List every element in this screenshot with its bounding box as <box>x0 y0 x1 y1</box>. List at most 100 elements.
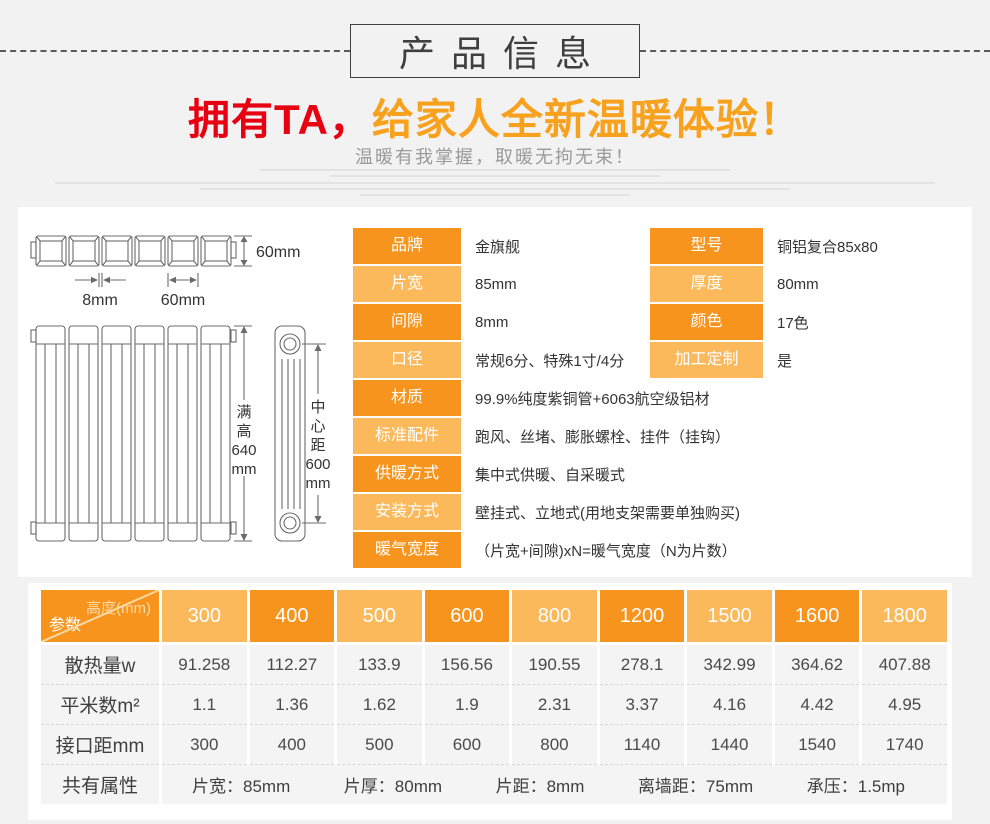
dim-center-distance-label: 中 心 距 600 mm <box>305 399 331 492</box>
cell: 1540 <box>774 725 860 765</box>
row-label: 接口距mm <box>41 725 159 765</box>
page-title: 产品信息 <box>350 24 640 78</box>
spec-label: 间隙 <box>353 304 461 340</box>
table-header-row: 高度(mm) 参数 300 400 500 600 800 1200 1500 … <box>41 590 947 645</box>
column-header: 1500 <box>687 590 772 645</box>
table-row: 散热量w 91.258 112.27 133.9 156.56 190.55 2… <box>41 645 947 685</box>
spec-label: 材质 <box>353 380 461 416</box>
cell: 133.9 <box>337 645 422 685</box>
column-header: 800 <box>512 590 597 645</box>
subtitle: 温暖有我掌握，取暖无拘无束！ <box>355 147 635 167</box>
dim-full-height-label: 满 高 640 mm <box>231 404 257 478</box>
shared-properties-row: 共有属性 片宽：85mm 片厚：80mm 片距：8mm 离墙距：75mm 承压：… <box>41 765 947 804</box>
spec-value: 85mm <box>475 275 517 293</box>
radiator-side-view <box>274 325 326 542</box>
cell: 300 <box>162 725 247 765</box>
spec-value: （片宽+间隙)xN=暖气宽度（N为片数） <box>475 542 737 560</box>
cell: 4.16 <box>687 685 772 725</box>
column-header: 600 <box>424 590 510 645</box>
corner-param-label: 参数 <box>49 617 82 634</box>
radiator-drawing: 60mm 8mm 60mm <box>30 235 326 542</box>
shared-properties-cell: 片宽：85mm 片厚：80mm 片距：8mm 离墙距：75mm 承压：1.5mp <box>162 765 947 804</box>
spec-label: 型号 <box>650 228 763 264</box>
section-title-row: 产品信息 <box>0 23 990 79</box>
cell: 342.99 <box>687 645 772 685</box>
row-label: 平米数m² <box>41 685 159 725</box>
dim-60mm-depth: 60mm <box>256 244 300 261</box>
spec-label: 品牌 <box>353 228 461 264</box>
cell: 1440 <box>687 725 772 765</box>
cell: 500 <box>337 725 422 765</box>
cell: 112.27 <box>249 645 335 685</box>
spec-value: 8mm <box>475 313 509 331</box>
spec-label: 颜色 <box>650 304 763 340</box>
cell: 800 <box>512 725 597 765</box>
spec-card: 60mm 8mm 60mm <box>18 207 972 577</box>
headline-orange-part: 给家人全新温暖体验！ <box>371 96 802 143</box>
spec-row: 安装方式 壁挂式、立地式(用地支架需要单独购买) <box>353 494 967 530</box>
cell: 156.56 <box>424 645 510 685</box>
column-header: 500 <box>337 590 422 645</box>
watermark-line <box>55 182 935 184</box>
dimension-diagrams: 60mm 8mm 60mm <box>30 223 365 563</box>
column-header: 1600 <box>774 590 860 645</box>
spec-value: 80mm <box>777 275 819 293</box>
watermark-line <box>360 194 630 196</box>
cell: 400 <box>249 725 335 765</box>
cell: 1.1 <box>162 685 247 725</box>
spec-row: 间隙 8mm 颜色 17色 <box>353 304 967 340</box>
cell: 364.62 <box>774 645 860 685</box>
cell: 91.258 <box>162 645 247 685</box>
spec-row: 片宽 85mm 厚度 80mm <box>353 266 967 302</box>
spec-label: 安装方式 <box>353 494 461 530</box>
spec-label: 暖气宽度 <box>353 532 461 568</box>
row-label: 散热量w <box>41 645 159 685</box>
cell: 407.88 <box>862 645 947 685</box>
spec-value: 集中式供暖、自采暖式 <box>475 466 626 484</box>
cell: 1140 <box>599 725 685 765</box>
spec-value: 99.9%纯度紫铜管+6063航空级铝材 <box>475 390 710 408</box>
spec-row: 材质 99.9%纯度紫铜管+6063航空级铝材 <box>353 380 967 416</box>
spec-row: 标准配件 跑风、丝堵、膨胀螺栓、挂件（挂钩） <box>353 418 967 454</box>
cell: 3.37 <box>599 685 685 725</box>
dashed-divider-left <box>0 50 350 52</box>
column-header: 300 <box>162 590 247 645</box>
spec-row: 品牌 金旗舰 型号 铜铝复合85x80 <box>353 228 967 264</box>
shared-item: 离墙距：75mm <box>637 777 754 796</box>
dashed-divider-right <box>640 50 990 52</box>
parameters-panel: 高度(mm) 参数 300 400 500 600 800 1200 1500 … <box>28 583 952 820</box>
column-header: 400 <box>249 590 335 645</box>
headline-red-part: 拥有TA， <box>188 96 372 143</box>
cell: 600 <box>424 725 510 765</box>
cell: 2.31 <box>512 685 597 725</box>
spec-row: 供暖方式 集中式供暖、自采暖式 <box>353 456 967 492</box>
headline: 拥有TA，给家人全新温暖体验！ <box>0 86 990 147</box>
table-corner-cell: 高度(mm) 参数 <box>41 590 159 645</box>
spec-value: 跑风、丝堵、膨胀螺栓、挂件（挂钩） <box>475 428 731 446</box>
row-label: 共有属性 <box>41 765 159 804</box>
dim-8mm-gap: 8mm <box>82 292 118 309</box>
cell: 1.36 <box>249 685 335 725</box>
radiator-front-view <box>30 325 252 542</box>
spec-row: 暖气宽度 （片宽+间隙)xN=暖气宽度（N为片数） <box>353 532 967 568</box>
table-row: 平米数m² 1.1 1.36 1.62 1.9 2.31 3.37 4.16 4… <box>41 685 947 725</box>
shared-item: 片宽：85mm <box>192 777 291 796</box>
spec-label: 供暖方式 <box>353 456 461 492</box>
parameters-table: 高度(mm) 参数 300 400 500 600 800 1200 1500 … <box>38 590 950 804</box>
cell: 278.1 <box>599 645 685 685</box>
column-header: 1800 <box>862 590 947 645</box>
cell: 1.9 <box>424 685 510 725</box>
spec-value: 金旗舰 <box>475 238 521 256</box>
shared-item: 承压：1.5mp <box>806 777 905 796</box>
spec-label: 片宽 <box>353 266 461 302</box>
corner-height-label: 高度(mm) <box>86 600 151 617</box>
spec-value: 常规6分、特殊1寸/4分 <box>475 352 625 370</box>
spec-label: 厚度 <box>650 266 763 302</box>
cell: 190.55 <box>512 645 597 685</box>
cell: 1.62 <box>337 685 422 725</box>
watermark-line <box>200 188 790 190</box>
cell: 4.95 <box>862 685 947 725</box>
radiator-top-view: 60mm 8mm 60mm <box>30 235 300 309</box>
spec-row: 口径 常规6分、特殊1寸/4分 加工定制 是 <box>353 342 967 378</box>
